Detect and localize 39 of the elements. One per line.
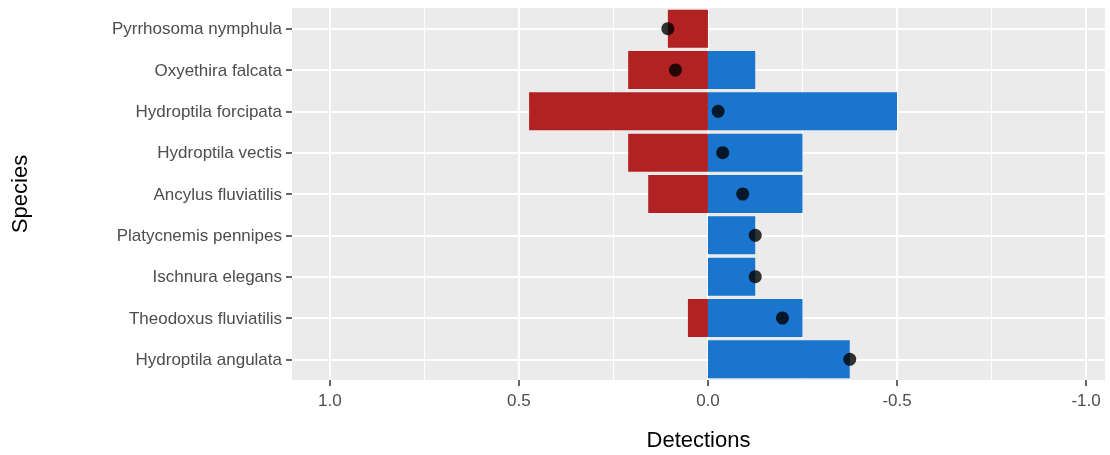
bar: [707, 298, 803, 338]
point: [711, 104, 725, 118]
bar: [628, 50, 708, 90]
point: [748, 270, 762, 284]
y-tick-label: Hydroptila vectis: [157, 143, 282, 163]
point: [843, 352, 857, 366]
bar: [707, 340, 850, 379]
bar: [628, 133, 708, 172]
y-tick-label: Hydroptila forcipata: [135, 101, 283, 121]
point: [668, 63, 682, 77]
y-tick-label: Pyrrhosoma nymphula: [111, 19, 283, 39]
bar: [648, 174, 708, 214]
x-tick-label: 0.5: [507, 391, 531, 410]
x-tick-label: -1.0: [1071, 391, 1101, 410]
bar: [707, 92, 898, 131]
y-tick-label: Theodoxus fluviatilis: [128, 308, 282, 328]
bar: [707, 174, 803, 214]
x-tick-label: -0.5: [882, 391, 912, 410]
point: [736, 187, 750, 201]
bar: [707, 133, 803, 172]
y-tick-label: Ancylus fluviatilis: [153, 184, 282, 204]
bar: [707, 50, 756, 90]
x-tick-label: 1.0: [317, 391, 342, 410]
point: [775, 311, 789, 325]
point: [716, 146, 730, 160]
point: [661, 22, 675, 36]
bar: [529, 92, 708, 131]
y-axis-title: Species: [6, 154, 32, 234]
point: [748, 228, 762, 242]
y-tick-label: Oxyethira falcata: [154, 60, 283, 80]
bar: [667, 9, 708, 48]
bar: [707, 257, 756, 296]
y-tick-label: Platycnemis pennipes: [116, 225, 282, 245]
y-tick-label: Ischnura elegans: [152, 267, 282, 287]
bar: [707, 216, 756, 255]
y-tick-label: Hydroptila angulata: [135, 349, 283, 369]
x-axis-title: Detections: [646, 426, 751, 452]
x-tick-label: 0.0: [696, 391, 720, 410]
bar: [687, 298, 708, 338]
